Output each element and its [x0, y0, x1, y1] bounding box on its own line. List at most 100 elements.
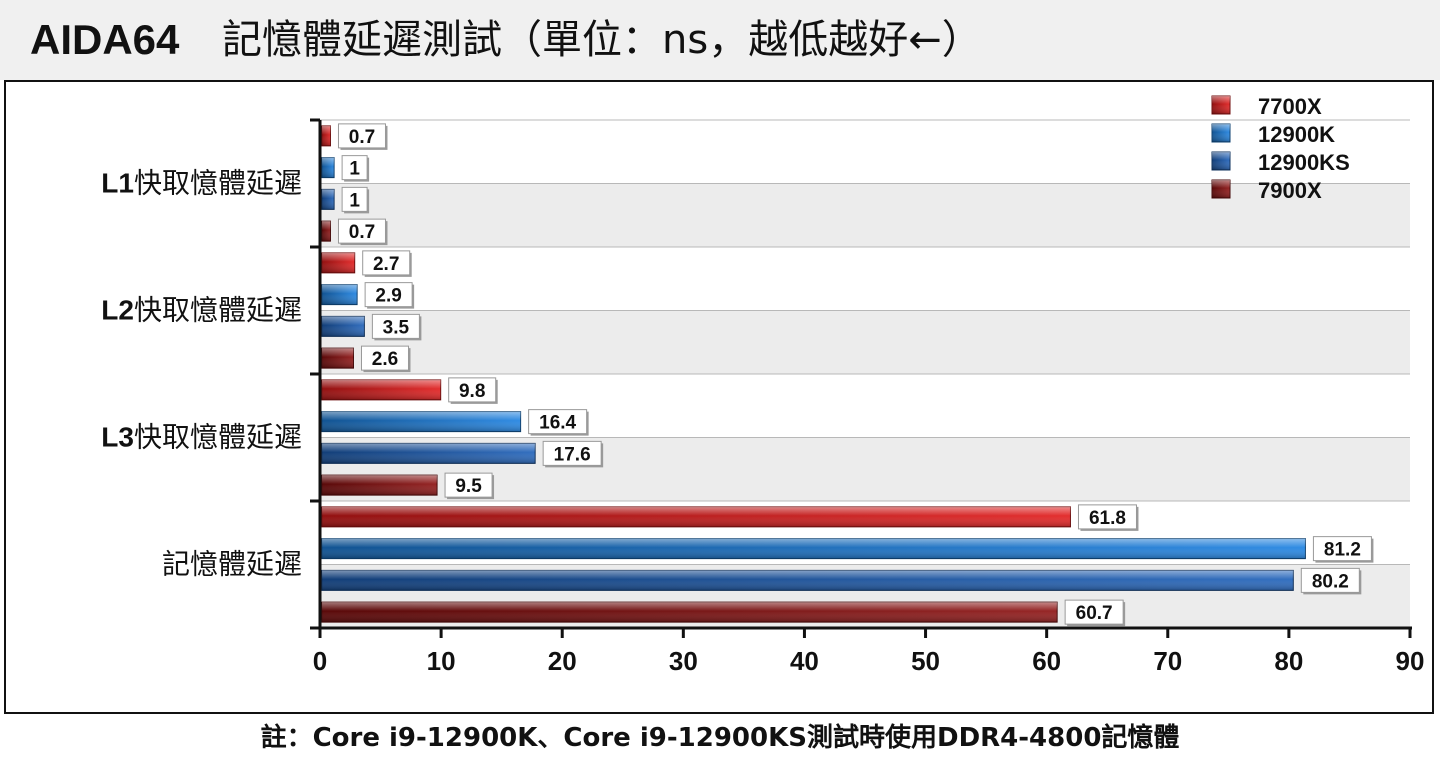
chart-title: 記憶體延遲測試（單位：ns，越低越好←） — [222, 17, 982, 63]
bar-sheen — [322, 157, 335, 178]
data-label-box — [444, 472, 493, 498]
bar-sheen — [322, 221, 331, 242]
data-label: 9.5 — [444, 472, 495, 500]
data-label: 80.2 — [1300, 567, 1362, 595]
data-label: 2.7 — [362, 250, 412, 277]
data-label-text: 0.7 — [349, 222, 375, 243]
data-label-box — [528, 409, 588, 435]
x-tick-label: 10 — [427, 646, 456, 676]
data-label: 0.7 — [337, 218, 388, 246]
legend-item-7900X: 7900X — [1211, 178, 1322, 203]
bar-12900K-2 — [321, 284, 358, 306]
data-label-box — [448, 377, 497, 403]
legend-label: 7700X — [1258, 94, 1322, 119]
bar-12900K-4 — [321, 538, 1306, 560]
data-label-box — [371, 313, 420, 339]
bar-chart: 0.7 1 1 0.7 2.7 2.9 3.5 2.6 9.8 16.4 17.6 9.5 61.8 81… — [101, 94, 1425, 676]
data-label: 9.8 — [448, 377, 498, 404]
bar-sheen — [322, 475, 438, 496]
data-label-text: 2.9 — [375, 286, 401, 307]
data-label-text: 1 — [349, 159, 360, 180]
data-label: 0.7 — [337, 123, 388, 150]
bar-7900X-1 — [321, 220, 331, 242]
title-bar: AIDA64 記憶體延遲測試（單位：ns，越低越好←） — [0, 0, 1440, 80]
bar-sheen — [322, 570, 1294, 591]
data-labels: 0.7 1 1 0.7 2.7 2.9 3.5 2.6 9.8 16.4 17.6 9.5 61.8 81… — [337, 123, 1374, 627]
bar-sheen — [322, 316, 365, 337]
legend-label: 7900X — [1258, 178, 1322, 203]
data-label-text: 0.7 — [349, 127, 375, 148]
data-label: 1 — [341, 186, 370, 214]
bar-7700X-1 — [321, 125, 331, 147]
legend-item-7700X: 7700X — [1211, 94, 1322, 119]
bar-7700X-3 — [321, 379, 442, 401]
bar-sheen — [322, 189, 335, 210]
bar-12900KS-2 — [321, 315, 365, 337]
data-label-text: 61.8 — [1089, 508, 1126, 529]
plot-band — [320, 183, 1410, 247]
bar-sheen — [322, 125, 331, 146]
legend-label: 12900K — [1258, 122, 1335, 147]
legend-item-12900K: 12900K — [1211, 122, 1335, 147]
data-label: 2.9 — [364, 282, 415, 309]
x-tick-label: 20 — [548, 646, 577, 676]
x-tick-label: 40 — [790, 646, 819, 676]
x-tick-label: 80 — [1274, 646, 1303, 676]
legend-label: 12900KS — [1258, 150, 1350, 175]
bar-sheen — [322, 348, 354, 369]
data-label: 81.2 — [1312, 536, 1374, 563]
category-label: L1快取憶體延遲 — [101, 167, 302, 200]
data-label: 16.4 — [528, 409, 589, 436]
x-tick-label: 30 — [669, 646, 698, 676]
legend: 7700X 12900K 12900KS 7900X — [1211, 94, 1350, 203]
data-label-text: 2.6 — [372, 349, 398, 370]
category-label: L3快取憶體延遲 — [101, 421, 302, 454]
x-tick-label: 70 — [1153, 646, 1182, 676]
data-label: 2.6 — [360, 345, 411, 373]
data-label-text: 60.7 — [1076, 603, 1113, 624]
bar-sheen — [322, 284, 358, 305]
bar-7700X-2 — [321, 252, 356, 274]
gridlines — [320, 119, 1410, 565]
bar-12900KS-1 — [321, 188, 335, 210]
data-label-box — [1077, 504, 1137, 530]
x-tick-label: 90 — [1396, 646, 1425, 676]
chart-title-latin: AIDA64 — [30, 16, 180, 63]
bar-12900K-1 — [321, 157, 335, 179]
bar-7900X-3 — [321, 474, 438, 496]
data-label-text: 16.4 — [539, 413, 576, 434]
category-label: 記憶體延遲 — [162, 548, 302, 581]
data-label-text: 9.8 — [459, 381, 485, 402]
x-tick-label: 0 — [313, 646, 327, 676]
data-label-text: 80.2 — [1312, 571, 1349, 592]
footnote: 註：Core i9-12900K、Core i9-12900KS測試時使用DDR… — [260, 723, 1180, 753]
data-label: 1 — [341, 155, 370, 182]
data-label-box — [542, 440, 602, 466]
data-label: 61.8 — [1077, 504, 1139, 531]
legend-swatch-sheen — [1212, 152, 1230, 170]
bar-12900K-3 — [321, 411, 522, 433]
bar-sheen — [322, 602, 1058, 623]
bar-12900KS-4 — [321, 569, 1294, 591]
data-label-text: 3.5 — [383, 317, 410, 338]
data-label-box — [1300, 567, 1360, 593]
legend-item-12900KS: 12900KS — [1211, 150, 1350, 175]
legend-swatch-sheen — [1212, 180, 1230, 198]
bar-12900KS-3 — [321, 442, 536, 464]
bar-sheen — [322, 379, 441, 400]
plot-band — [320, 120, 1410, 184]
x-tick-label: 60 — [1032, 646, 1061, 676]
data-label: 60.7 — [1064, 599, 1126, 627]
data-label-text: 9.5 — [455, 476, 482, 497]
bar-7700X-4 — [321, 506, 1071, 528]
x-tick-label: 50 — [911, 646, 940, 676]
bar-sheen — [322, 252, 355, 273]
plot-band — [320, 247, 1410, 311]
chart-frame: 0.7 1 1 0.7 2.7 2.9 3.5 2.6 9.8 16.4 17.6 9.5 61.8 81… — [4, 80, 1434, 714]
data-label-box — [337, 123, 386, 149]
axes: 0 10 20 30 40 50 60 70 80 90 L1快取憶體延遲 L2快取憶體延遲 L3快取憶… — [101, 118, 1425, 676]
data-label-box — [1312, 536, 1372, 562]
bar-7900X-2 — [321, 347, 354, 369]
data-label-text: 1 — [349, 190, 360, 211]
category-label: L2快取憶體延遲 — [101, 294, 302, 327]
